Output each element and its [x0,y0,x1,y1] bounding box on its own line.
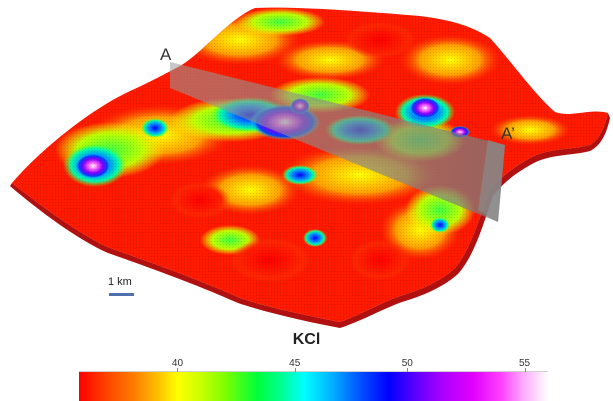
colorbar-tick-label: 50 [401,358,413,369]
colorbar-tick-mark [177,368,179,372]
legend-title: KCl [292,331,321,348]
section-end-label: A’ [501,124,515,143]
cross-section-plane [170,62,505,222]
scale-bar [109,293,134,296]
colorbar [79,371,548,401]
colorbar-tick-label: 55 [518,358,531,369]
colorbar-tick-mark [407,368,409,372]
colorbar-tick-label: 40 [171,358,184,369]
colorbar-tick-label: 45 [289,358,301,369]
section-start-label: A [160,45,172,64]
colorbar-tick-mark [524,368,526,372]
scale-bar-label: 1 km [108,276,132,288]
cross-section-face [478,140,505,222]
colorbar-tick-mark [294,368,296,372]
